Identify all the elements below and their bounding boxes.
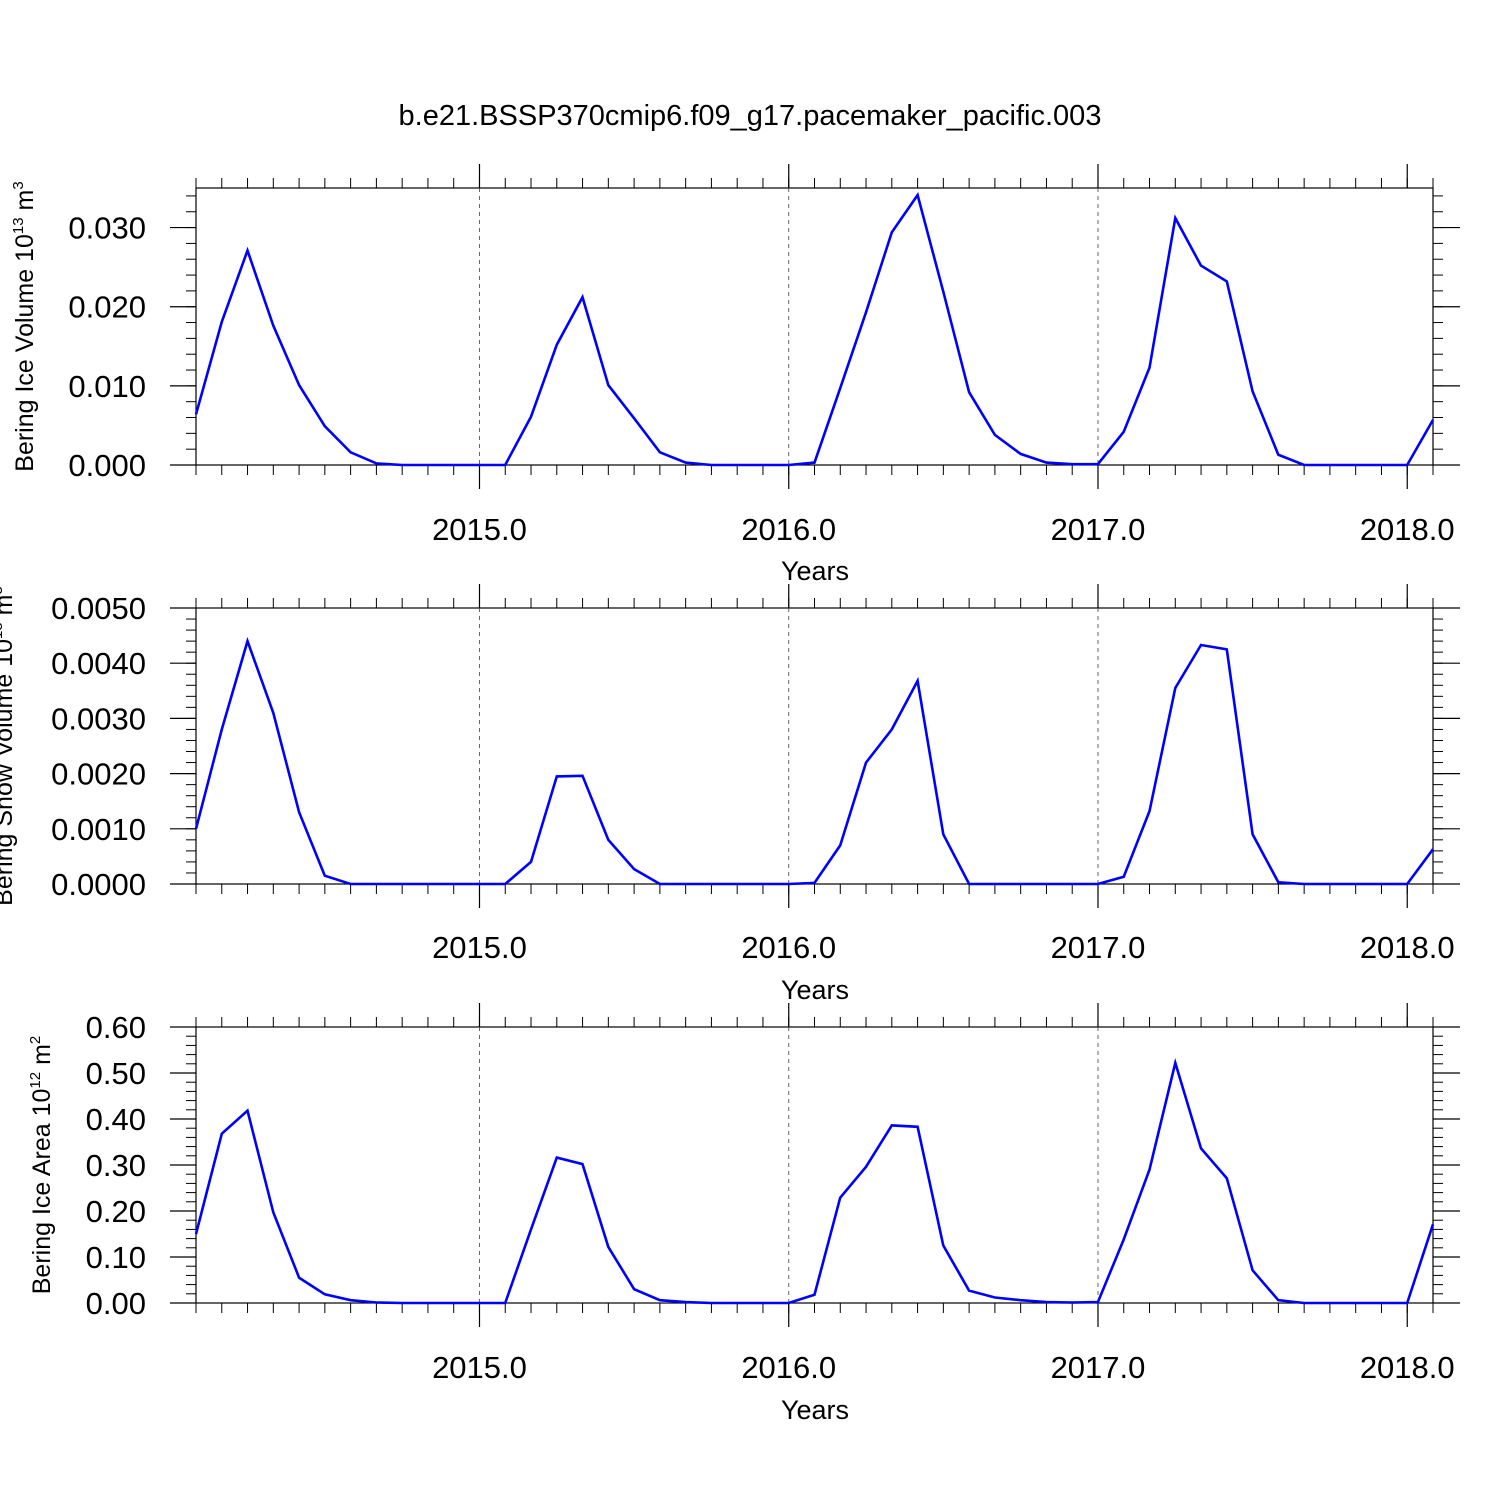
- y-tick-label: 0.000: [68, 448, 146, 483]
- y-axis-label-unit: m: [28, 1044, 56, 1072]
- y-tick-label: 0.030: [68, 211, 146, 246]
- x-tick-label: 2017.0: [1051, 1350, 1146, 1385]
- y-tick-label: 0.0030: [51, 701, 146, 736]
- x-tick-label: 2015.0: [432, 1350, 527, 1385]
- y-tick-label: 0.40: [86, 1102, 146, 1137]
- y-axis-label-unit-exponent: 2: [27, 1036, 44, 1044]
- panel-2: 2015.0 2016.0 2017.0 2018.0 0.0000 0.0010 0.00…: [0, 584, 1460, 1005]
- y-tick-label: 0.10: [86, 1240, 146, 1275]
- x-tick-label: 2017.0: [1051, 512, 1146, 547]
- x-tick-label: 2016.0: [741, 512, 836, 547]
- x-axis-label: Years: [781, 975, 849, 1005]
- y-tick-label: 0.010: [68, 369, 146, 404]
- y-axis-label: Bering Ice Area 1012 m2: [27, 1036, 56, 1295]
- x-tick-label: 2018.0: [1360, 1350, 1455, 1385]
- y-tick-label: 0.0040: [51, 646, 146, 681]
- y-axis-label-text: Bering Ice Area 10: [28, 1089, 56, 1295]
- y-axis-label-text: Bering Ice Volume 10: [11, 234, 39, 472]
- x-tick-label: 2018.0: [1360, 930, 1455, 965]
- y-axis-label-exponent: 13: [0, 622, 6, 639]
- y-axis-label-exponent: 12: [27, 1072, 44, 1089]
- y-tick-label: 0.60: [86, 1010, 146, 1045]
- y-tick-label: 0.50: [86, 1056, 146, 1091]
- y-tick-label: 0.0000: [51, 867, 146, 902]
- data-series-line: [194, 192, 1435, 467]
- x-tick-label: 2015.0: [432, 930, 527, 965]
- x-tick-label: 2017.0: [1051, 930, 1146, 965]
- y-axis-label: Bering Ice Volume 1013 m3: [10, 181, 39, 471]
- x-tick-label: 2018.0: [1360, 512, 1455, 547]
- y-tick-label: 0.0010: [51, 812, 146, 847]
- data-series-line: [194, 1057, 1435, 1305]
- x-axis-label: Years: [781, 556, 849, 586]
- y-axis-label: Bering Snow Volume 1013 m3: [0, 586, 18, 906]
- y-tick-label: 0.20: [86, 1194, 146, 1229]
- y-tick-label: 0.0050: [51, 591, 146, 626]
- y-axis-label-unit-exponent: 3: [10, 181, 27, 189]
- x-tick-label: 2016.0: [741, 930, 836, 965]
- y-tick-label: 0.30: [86, 1148, 146, 1183]
- data-series-line: [194, 636, 1435, 886]
- x-tick-label: 2016.0: [741, 1350, 836, 1385]
- x-tick-label: 2015.0: [432, 512, 527, 547]
- panel-1: 2015.0 2016.0 2017.0 2018.0 0.000 0.010 0.020 0…: [10, 164, 1460, 586]
- y-axis-label-text: Bering Snow Volume 10: [0, 639, 18, 906]
- y-axis-label-unit: m: [11, 190, 39, 218]
- y-tick-label: 0.020: [68, 290, 146, 325]
- y-tick-label: 0.0020: [51, 757, 146, 792]
- x-axis-label: Years: [781, 1395, 849, 1425]
- panels: 2015.0 2016.0 2017.0 2018.0 0.000 0.010 0.020 0…: [0, 164, 1460, 1425]
- y-axis-label-unit-exponent: 3: [0, 586, 6, 594]
- y-axis-label-unit: m: [0, 595, 18, 623]
- figure-title: b.e21.BSSP370cmip6.f09_g17.pacemaker_pac…: [399, 100, 1102, 132]
- y-axis-label-exponent: 13: [10, 217, 27, 234]
- y-tick-label: 0.00: [86, 1286, 146, 1321]
- panel-3: 2015.0 2016.0 2017.0 2018.0 0.00 0.10 0.20 0.30…: [27, 1003, 1460, 1425]
